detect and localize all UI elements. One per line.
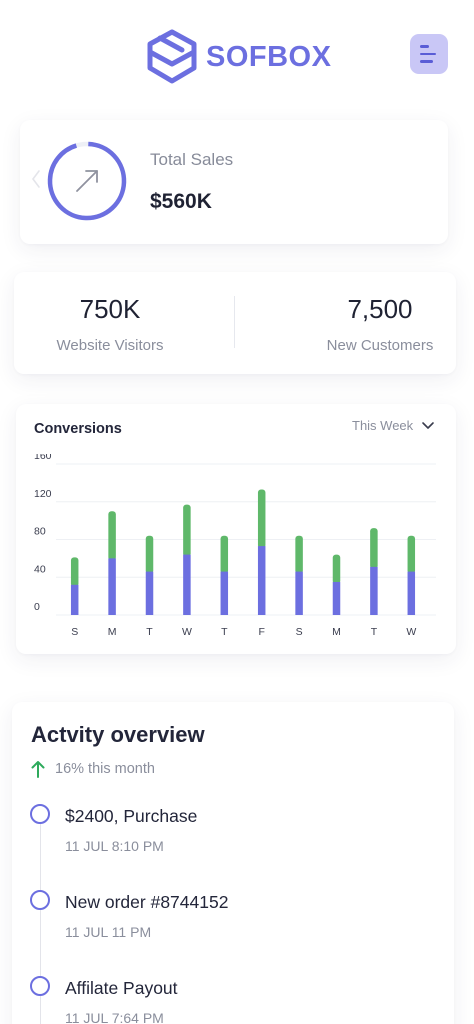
chevron-down-icon [422, 421, 434, 429]
timeline-item-text: New order #8744152 [65, 892, 229, 912]
bar-segment-top [183, 504, 191, 557]
bar-segment-bottom [145, 571, 154, 615]
brand-name: SOFBOX [206, 40, 332, 73]
bar-segment-top [145, 535, 154, 574]
timeline-item-text: Affilate Payout [65, 978, 178, 998]
bar-segment-top [220, 535, 229, 574]
conversions-bar-chart: 0 40 80 120 160 S M T W T F S M T W [34, 454, 436, 638]
period-dropdown[interactable]: This Week [352, 418, 435, 433]
activity-overview-card: Actvity overview 16% this month $2400, P… [12, 702, 454, 1024]
bar-segment-top [370, 528, 378, 569]
period-dropdown-label: This Week [352, 418, 414, 433]
x-tick-label: M [332, 626, 341, 638]
bar-segment-top [108, 511, 116, 561]
x-tick-label: W [406, 626, 416, 638]
y-tick-label: 120 [34, 488, 52, 500]
bar-segment-bottom [108, 558, 116, 615]
x-tick-label: T [371, 626, 378, 638]
chart-title: Conversions [34, 421, 122, 437]
menu-line-icon [420, 52, 436, 56]
activity-trend: 16% this month [31, 760, 155, 778]
y-tick-label: 0 [34, 601, 40, 613]
app-header: SOFBOX [0, 0, 474, 110]
menu-line-icon [420, 60, 433, 63]
activity-title: Actvity overview [31, 722, 205, 747]
x-tick-label: T [146, 626, 153, 638]
x-tick-label: M [108, 626, 117, 638]
bar-segment-top [295, 535, 303, 574]
total-sales-label: Total Sales [150, 150, 234, 169]
arrow-up-right-icon [76, 170, 98, 192]
timeline-item-time: 11 JUL 7:64 PM [65, 1010, 164, 1024]
timeline-item[interactable]: Affilate Payout 11 JUL 7:64 PM [30, 976, 430, 1024]
bar-segment-bottom [407, 571, 416, 615]
timeline-item[interactable]: $2400, Purchase 11 JUL 8:10 PM [30, 804, 430, 864]
stat-label: New Customers [326, 337, 434, 354]
stat-divider [234, 296, 235, 348]
bar-segment-top [407, 535, 416, 574]
bar-segment-bottom [370, 566, 378, 615]
stat-value: 7,500 [347, 294, 413, 324]
stat-value: 750K [79, 294, 141, 324]
activity-trend-text: 16% this month [55, 761, 155, 777]
sales-progress-ring [47, 141, 127, 221]
y-tick-label: 160 [34, 454, 52, 462]
y-tick-label: 80 [34, 526, 46, 538]
timeline-item-text: $2400, Purchase [65, 806, 198, 826]
bar-segment-bottom [183, 554, 191, 615]
total-sales-card: Total Sales $560K [20, 120, 448, 244]
stat-new-customers: 7,500 New Customers [312, 294, 448, 354]
stat-label: Website Visitors [56, 337, 164, 354]
x-tick-label: W [182, 626, 192, 638]
brand-logo[interactable]: SOFBOX [146, 28, 331, 86]
x-tick-label: F [258, 626, 264, 638]
cube-logo-icon [147, 29, 197, 84]
bar-segment-bottom [257, 546, 266, 615]
chevron-left-icon[interactable] [30, 168, 42, 190]
bar-segment-top [332, 554, 341, 584]
total-sales-value: $560K [150, 190, 212, 213]
bar-segment-bottom [332, 581, 341, 615]
stats-card: 750K Website Visitors 7,500 New Customer… [14, 272, 456, 374]
arrow-up-icon [31, 761, 45, 778]
x-tick-label: T [221, 626, 228, 638]
timeline-dot [30, 890, 50, 910]
bar-segment-top [70, 557, 79, 587]
timeline-dot [30, 804, 50, 824]
y-tick-label: 40 [34, 563, 46, 575]
timeline-dot [30, 976, 50, 996]
timeline-item[interactable]: New order #8744152 11 JUL 11 PM [30, 890, 430, 950]
timeline-item-time: 11 JUL 11 PM [65, 924, 152, 940]
bar-segment-bottom [220, 571, 229, 615]
bar-segment-bottom [70, 584, 79, 615]
bar-segment-top [257, 489, 266, 549]
timeline-line [40, 820, 41, 1024]
x-tick-label: S [296, 626, 303, 638]
timeline-item-time: 11 JUL 8:10 PM [65, 838, 164, 854]
conversions-chart-card: Conversions This Week 0 40 80 120 160 S M T W T F S… [16, 404, 456, 654]
bar-segment-bottom [295, 571, 303, 615]
x-tick-label: S [71, 626, 78, 638]
menu-button[interactable] [410, 34, 448, 74]
menu-line-icon [420, 45, 429, 48]
stat-website-visitors: 750K Website Visitors [32, 294, 188, 354]
